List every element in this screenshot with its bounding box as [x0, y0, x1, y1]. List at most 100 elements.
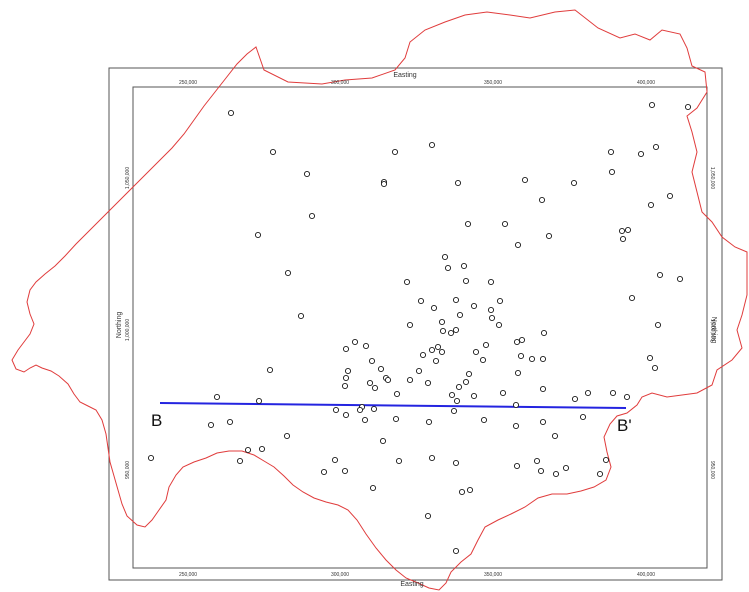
sample-point — [432, 357, 440, 365]
sample-point — [428, 454, 436, 462]
sample-point — [332, 406, 340, 414]
sample-point — [533, 457, 541, 465]
sample-point — [618, 227, 626, 235]
map-inner-frame — [132, 86, 708, 569]
profile-line-b-bprime — [159, 402, 627, 409]
sample-point — [518, 336, 526, 344]
sample-point — [452, 296, 460, 304]
sample-point — [342, 374, 350, 382]
sample-point — [438, 318, 446, 326]
sample-point — [647, 201, 655, 209]
sample-point — [441, 253, 449, 261]
sample-point — [480, 416, 488, 424]
sample-point — [439, 327, 447, 335]
sample-point — [624, 226, 632, 234]
sample-point — [479, 356, 487, 364]
sample-point — [430, 304, 438, 312]
sample-point — [470, 302, 478, 310]
sample-point — [584, 389, 592, 397]
sample-point — [571, 395, 579, 403]
sample-point — [453, 397, 461, 405]
sample-point — [608, 168, 616, 176]
sample-point — [344, 367, 352, 375]
sample-point — [579, 413, 587, 421]
sample-point — [455, 383, 463, 391]
sample-point — [676, 275, 684, 283]
sample-point — [351, 338, 359, 346]
sample-point — [377, 365, 385, 373]
sample-point — [513, 338, 521, 346]
sample-point — [562, 464, 570, 472]
top-axis-title: Easting — [393, 72, 416, 79]
sample-point — [266, 366, 274, 374]
sample-point — [369, 484, 377, 492]
sample-point — [447, 329, 455, 337]
sample-point — [415, 367, 423, 375]
northing-tick-right: 950,000 — [709, 461, 715, 479]
sample-point — [428, 346, 436, 354]
sample-point — [528, 355, 536, 363]
northing-tick-left: 950,000 — [125, 461, 131, 479]
sample-point — [487, 306, 495, 314]
sample-point — [342, 345, 350, 353]
sample-point — [648, 101, 656, 109]
sample-point — [454, 179, 462, 187]
sample-point — [384, 376, 392, 384]
profile-end-label: B' — [617, 416, 632, 435]
sample-point — [537, 467, 545, 475]
sample-point — [393, 390, 401, 398]
sample-point — [434, 343, 442, 351]
sample-point — [341, 382, 349, 390]
sample-point — [379, 437, 387, 445]
sample-point — [539, 418, 547, 426]
sample-point — [269, 148, 277, 156]
easting-tick-bottom: 250,000 — [179, 572, 197, 578]
bottom-axis-title: Easting — [400, 581, 423, 588]
sample-point — [283, 432, 291, 440]
sample-points-layer — [147, 101, 692, 555]
sample-point — [646, 354, 654, 362]
sample-point — [380, 180, 388, 188]
sample-point — [539, 385, 547, 393]
sample-point — [487, 278, 495, 286]
sample-point — [370, 405, 378, 413]
sample-point — [368, 357, 376, 365]
sample-point — [462, 277, 470, 285]
sample-point — [406, 376, 414, 384]
sample-point — [512, 422, 520, 430]
sample-point — [452, 459, 460, 467]
easting-tick-bottom: 300,000 — [331, 572, 349, 578]
sample-point — [366, 379, 374, 387]
sample-point — [514, 241, 522, 249]
sample-point — [596, 470, 604, 478]
sample-point — [513, 462, 521, 470]
sample-point — [496, 297, 504, 305]
sample-point — [538, 196, 546, 204]
sample-point — [495, 321, 503, 329]
sample-point — [258, 445, 266, 453]
sample-point — [356, 406, 364, 414]
map-outer-frame — [108, 67, 723, 581]
sample-point — [425, 418, 433, 426]
sample-point — [464, 220, 472, 228]
sample-point — [403, 278, 411, 286]
sample-point — [308, 212, 316, 220]
sample-point — [545, 232, 553, 240]
sample-point — [444, 264, 452, 272]
left-axis-title: Northing — [116, 312, 123, 339]
sample-point — [297, 312, 305, 320]
sample-point — [499, 389, 507, 397]
sample-point — [540, 329, 548, 337]
sample-point — [619, 235, 627, 243]
sample-point — [424, 379, 432, 387]
sample-point — [342, 411, 350, 419]
sample-point — [448, 391, 456, 399]
sample-point — [607, 148, 615, 156]
sample-point — [656, 271, 664, 279]
sample-point — [450, 407, 458, 415]
sample-point — [341, 467, 349, 475]
region-boundary — [11, 9, 748, 591]
sample-point — [395, 457, 403, 465]
easting-tick-bottom: 400,000 — [637, 572, 655, 578]
